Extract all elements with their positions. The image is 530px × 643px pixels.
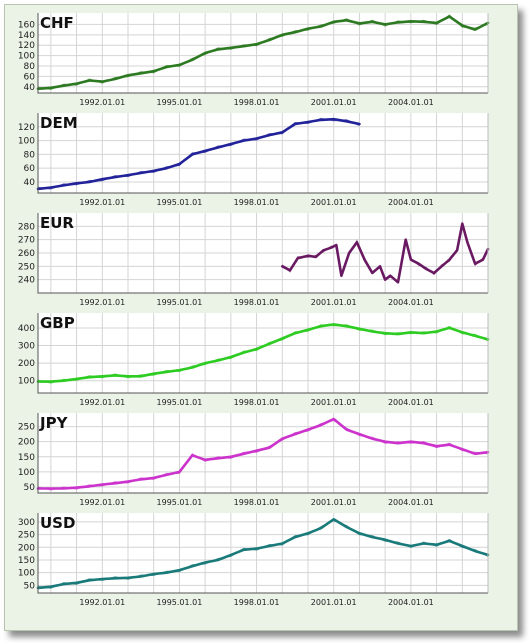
x-tick-label: 1992.01.01 [79,398,125,407]
y-tick-label: 120 [18,123,35,133]
chart-panel: 40 60 80 100 120 140 160 1992.01.01 1995.01.01 19… [4,4,518,631]
y-tick-label: 100 [18,569,35,579]
x-tick-label: 1992.01.01 [79,98,125,107]
y-tick-label: 100 [18,377,35,387]
x-tick-label: 1995.01.01 [157,198,203,207]
x-tick-label: 2004.01.01 [388,298,434,307]
chart-jpy: 50 100 150 200 250 1992.01.01 1995.01.01 1998.0… [18,413,490,507]
y-tick-label: 200 [18,438,35,448]
y-tick-label: 40 [24,83,36,93]
y-tick-label: 200 [18,359,35,369]
x-tick-label: 2004.01.01 [388,498,434,507]
chart-gbp: 100 200 300 400 1992.01.01 1995.01.01 1998.01.… [18,313,490,407]
chart-eur: 240 250 260 270 280 1992.01.01 1995.01.01 1998.… [18,213,490,307]
y-tick-label: 140 [18,31,35,41]
x-tick-label: 1992.01.01 [79,598,125,607]
y-tick-label: 60 [24,72,36,82]
y-tick-label: 160 [18,20,35,30]
y-tick-label: 50 [24,581,36,591]
plot-area [38,313,488,393]
axis-frame [37,13,488,94]
y-tick-label: 250 [18,423,35,433]
x-tick-label: 1992.01.01 [79,198,125,207]
y-tick-label: 80 [24,62,36,72]
series-line-gbp-noise [37,324,489,384]
x-tick-label: 1995.01.01 [157,398,203,407]
chart-title: GBP [40,314,75,332]
x-tick-label: 1992.01.01 [79,298,125,307]
x-tick-label: 2004.01.01 [388,398,434,407]
axis-frame [37,313,488,394]
x-tick-label: 2004.01.01 [388,198,434,207]
y-tick-label: 280 [18,222,35,232]
y-tick-label: 400 [18,324,35,334]
plot-area [38,513,488,593]
y-tick-label: 80 [24,150,36,160]
x-tick-label: 1995.01.01 [157,298,203,307]
x-tick-label: 1998.01.01 [234,498,280,507]
x-tick-label: 1995.01.01 [157,598,203,607]
x-tick-label: 2004.01.01 [388,598,434,607]
y-tick-label: 100 [18,52,35,62]
chart-dem: 40 60 80 100 120 1992.01.01 1995.01.01 1998.01.… [18,113,489,207]
x-tick-label: 2001.01.01 [311,198,357,207]
y-tick-label: 260 [18,249,35,259]
y-tick-label: 150 [18,556,35,566]
axis-frame [37,513,488,594]
y-tick-label: 240 [18,276,35,286]
series-line-dem-noise [37,117,360,190]
x-tick-label: 2001.01.01 [311,298,357,307]
axis-frame [37,413,488,494]
x-tick-label: 1998.01.01 [234,98,280,107]
y-tick-label: 120 [18,41,35,51]
y-tick-label: 100 [18,468,35,478]
axis-frame [37,213,488,294]
axis-frame [37,113,488,194]
x-tick-label: 1995.01.01 [157,498,203,507]
x-tick-label: 1998.01.01 [234,598,280,607]
y-tick-label: 150 [18,453,35,463]
y-tick-label: 300 [18,342,35,352]
y-tick-label: 250 [18,262,35,272]
chart-title: JPY [39,414,69,432]
x-tick-label: 2001.01.01 [311,98,357,107]
chart-title: USD [40,514,75,532]
chart-title: DEM [40,114,78,132]
series-line-jpy-noise [37,419,489,491]
x-tick-label: 2001.01.01 [311,498,357,507]
y-tick-label: 250 [18,531,35,541]
x-tick-label: 1998.01.01 [234,298,280,307]
y-tick-label: 100 [18,137,35,147]
y-tick-label: 60 [24,164,36,174]
y-tick-label: 50 [24,483,36,493]
series-line-eur-noise [281,222,489,282]
series-line-chf-noise [37,14,489,90]
y-tick-label: 200 [18,543,35,553]
chart-usd: 50 100 150 200 250 300 1992.01.01 1995.01.01 199… [18,513,490,607]
series-line-usd-noise [37,520,489,589]
y-tick-label: 40 [24,178,36,188]
chart-title: CHF [40,14,74,32]
x-tick-label: 1995.01.01 [157,98,203,107]
x-tick-label: 2004.01.01 [388,98,434,107]
plot-area [38,113,488,193]
x-tick-label: 2001.01.01 [311,398,357,407]
x-tick-label: 1998.01.01 [234,198,280,207]
x-tick-label: 2001.01.01 [311,598,357,607]
y-tick-label: 270 [18,236,35,246]
x-tick-label: 1998.01.01 [234,398,280,407]
plot-area [38,413,488,493]
y-tick-label: 300 [18,518,35,528]
chart-title: EUR [40,214,74,232]
x-tick-label: 1992.01.01 [79,498,125,507]
